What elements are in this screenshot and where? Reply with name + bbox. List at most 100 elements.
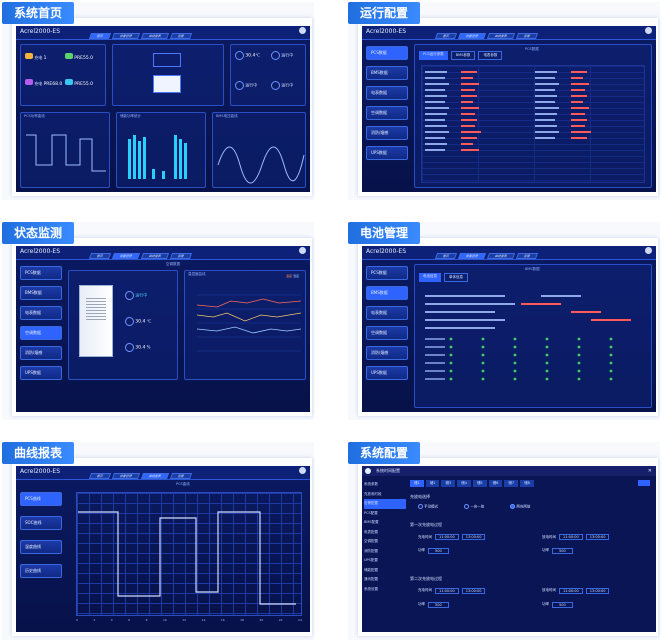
tab-devices[interactable]: 设备管理	[111, 473, 141, 479]
sidebar-item[interactable]: 通讯配置	[364, 577, 378, 581]
form-row: 功率 500	[418, 602, 449, 608]
end-time-input[interactable]: 13:00:00	[585, 534, 610, 540]
sidebar-item-history-curve[interactable]: 历史曲线	[20, 564, 62, 578]
start-time-input[interactable]: 11:00:00	[435, 588, 459, 594]
tab-alarms[interactable]: 告警	[169, 33, 193, 39]
tab-curves[interactable]: 曲线报表	[140, 473, 170, 479]
sidebar-item[interactable]: UPS配置	[364, 558, 378, 562]
sidebar-item-bms[interactable]: BMS数据	[366, 286, 408, 300]
close-icon[interactable]: ✕	[647, 468, 652, 474]
form-row: 功率 500	[542, 602, 573, 608]
tab-alarms[interactable]: 告警	[515, 33, 539, 39]
avatar[interactable]	[299, 27, 306, 34]
power-input[interactable]: 500	[428, 602, 449, 608]
sidebar-item-ups[interactable]: UPS数据	[366, 366, 408, 380]
sidebar-item[interactable]: 系统设置	[364, 586, 378, 591]
tab-home[interactable]: 首页	[88, 253, 112, 259]
save-button[interactable]	[638, 480, 650, 486]
tab-curves[interactable]: 曲线报表	[486, 33, 516, 39]
start-time-input[interactable]: 11:00:00	[559, 588, 583, 594]
param-rows	[425, 71, 591, 151]
tab-devices[interactable]: 设备管理	[111, 33, 141, 39]
tab-home[interactable]: 首页	[434, 33, 458, 39]
end-time-input[interactable]: 13:00:00	[461, 588, 486, 594]
sidebar-item-meter[interactable]: 电表数据	[20, 306, 62, 320]
end-time-input[interactable]: 13:00:00	[585, 588, 610, 594]
tab-home[interactable]: 首页	[434, 253, 458, 259]
tab-devices[interactable]: 设备管理	[457, 33, 487, 39]
sidebar-item-active[interactable]: 告警配置	[364, 499, 406, 509]
sidebar-item[interactable]: 充放电时段	[364, 491, 382, 496]
tab-home[interactable]: 首页	[88, 473, 112, 479]
subtab-cell-info[interactable]: 单体信息	[444, 273, 468, 282]
sidebar-item-ups[interactable]: UPS数据	[20, 366, 62, 380]
sidebar-item-pcs[interactable]: PCS数据	[366, 46, 408, 60]
param-table	[421, 65, 645, 183]
section-first-cycle: 第一次充放电过程	[410, 522, 442, 527]
sidebar-item-bms[interactable]: BMS数据	[366, 66, 408, 80]
subtab-bms[interactable]: BMS参数	[450, 51, 476, 60]
tab-devices[interactable]: 设备管理	[457, 253, 487, 259]
power-input[interactable]: 500	[428, 548, 449, 554]
sidebar-item[interactable]: 空调配置	[364, 539, 378, 543]
sidebar-item[interactable]: 储能配置	[364, 567, 378, 572]
card-label: 系统首页	[2, 2, 75, 24]
pcs-power-chart: PCS功率曲线	[20, 112, 110, 188]
tab-unit[interactable]: 储1	[410, 480, 424, 487]
sidebar-item[interactable]: 电表配置	[364, 529, 378, 534]
sidebar-item-fire[interactable]: 消防/烟感	[366, 346, 408, 360]
sidebar-item[interactable]: PCS配置	[364, 510, 378, 515]
sidebar-item[interactable]: 消防配置	[364, 548, 378, 553]
start-time-input[interactable]: 11:00:00	[435, 534, 459, 540]
sidebar-item-pcs[interactable]: PCS数据	[366, 266, 408, 280]
avatar[interactable]	[645, 247, 652, 254]
tab-unit[interactable]: 储7	[504, 480, 519, 487]
tab-home[interactable]: 首页	[88, 33, 112, 39]
sidebar-item-fire[interactable]: 消防/烟感	[366, 126, 408, 140]
end-time-input[interactable]: 13:00:00	[461, 534, 486, 540]
tab-unit[interactable]: 储5	[472, 480, 487, 487]
subtab-battery-info[interactable]: 电池信息	[419, 273, 441, 282]
tab-alarms[interactable]: 告警	[515, 253, 539, 259]
radio-manual[interactable]: 手动模式	[418, 504, 438, 510]
env-panel: 30.4℃ 运行中 运行中 运行中	[230, 44, 306, 106]
tab-unit[interactable]: 储2	[425, 480, 440, 487]
sidebar-item-pcs-curve[interactable]: PCS曲线	[20, 492, 62, 506]
sidebar-item-temp-curve[interactable]: 温度曲线	[20, 540, 62, 554]
power-input[interactable]: 500	[552, 602, 573, 608]
tab-curves[interactable]: 曲线报表	[140, 253, 170, 259]
power-input[interactable]: 500	[552, 548, 573, 554]
subtab-pcs[interactable]: PCS运行参数	[419, 51, 448, 60]
tab-curves[interactable]: 曲线报表	[140, 33, 170, 39]
form-row: 充电时间 11:00:00 13:00:00	[418, 534, 486, 540]
sidebar-item-ups[interactable]: UPS数据	[366, 146, 408, 160]
tab-alarms[interactable]: 告警	[169, 253, 193, 259]
radio-icon	[418, 504, 423, 509]
avatar[interactable]	[299, 247, 306, 254]
sidebar-item-ac[interactable]: 空调数据	[20, 326, 62, 340]
start-time-input[interactable]: 11:00:00	[559, 534, 583, 540]
avatar[interactable]	[645, 27, 652, 34]
tab-unit[interactable]: 储8	[520, 480, 534, 487]
sidebar-item-meter[interactable]: 电表数据	[366, 86, 408, 100]
sidebar-item-soc-curve[interactable]: SOC曲线	[20, 516, 62, 530]
radio-two-cycle[interactable]: 两充两放	[510, 504, 530, 510]
sidebar-item-bms[interactable]: BMS数据	[20, 286, 62, 300]
avatar[interactable]	[299, 467, 306, 474]
sidebar-item-meter[interactable]: 电表数据	[366, 306, 408, 320]
sidebar-item-fire[interactable]: 消防/烟感	[20, 346, 62, 360]
tab-devices[interactable]: 设备管理	[111, 253, 141, 259]
sidebar-item-ac[interactable]: 空调数据	[366, 106, 408, 120]
sidebar-item-pcs[interactable]: PCS数据	[20, 266, 62, 280]
tab-curves[interactable]: 曲线报表	[486, 253, 516, 259]
subtab-meter[interactable]: 电表参数	[478, 51, 503, 60]
sidebar-item-ac[interactable]: 空调数据	[366, 326, 408, 340]
sidebar-item[interactable]: 系统参数	[364, 482, 378, 486]
sidebar-item[interactable]: BMS配置	[364, 520, 379, 524]
tab-alarms[interactable]: 告警	[169, 473, 193, 479]
tab-unit[interactable]: 储6	[488, 480, 503, 487]
wave-chart	[217, 146, 305, 184]
radio-one-cycle[interactable]: 一充一放	[464, 504, 484, 510]
tab-unit[interactable]: 储3	[441, 480, 456, 487]
tab-unit[interactable]: 储4	[457, 480, 471, 487]
